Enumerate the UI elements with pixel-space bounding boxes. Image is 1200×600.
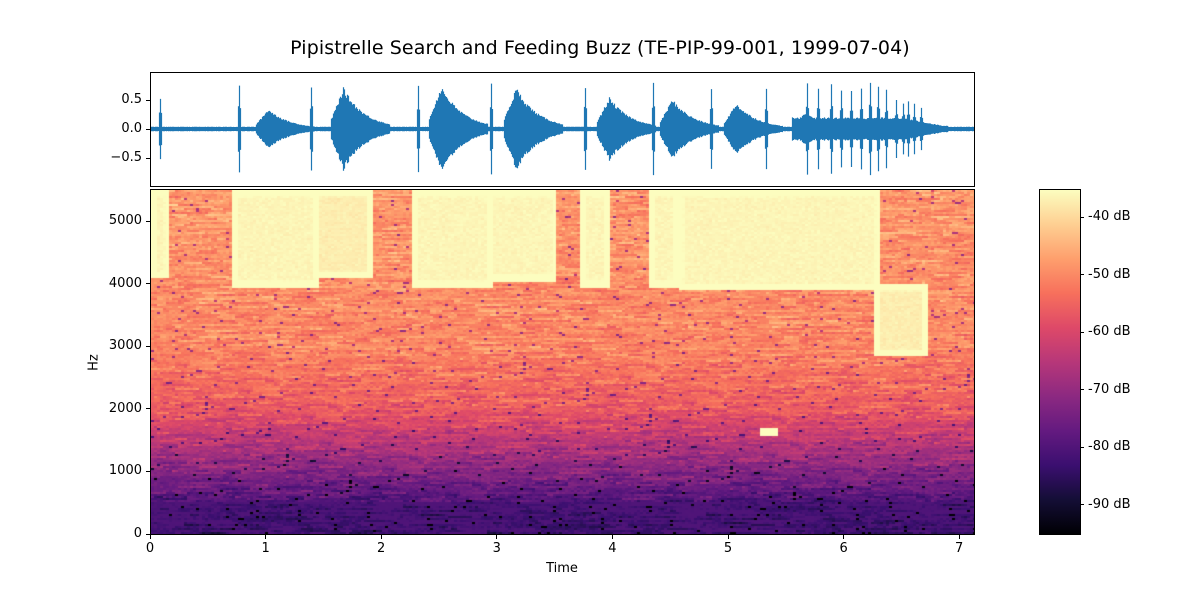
- x-tick-label: 5: [723, 541, 733, 556]
- waveform-line: [151, 82, 974, 176]
- y-tick-label: 1000: [108, 463, 142, 479]
- y-tick-label: 0: [133, 526, 142, 541]
- x-tick-label: 3: [492, 541, 501, 556]
- chart-title: Pipistrelle Search and Feeding Buzz (TE-…: [290, 37, 910, 59]
- x-tick-mark: [496, 535, 498, 539]
- y-tick-label: 5000: [108, 213, 142, 228]
- y-tick-mark: [146, 220, 150, 222]
- colorbar-tick-mark: [1080, 331, 1084, 333]
- y-tick-label: 4000: [108, 275, 142, 291]
- y-tick-label: −0.5: [110, 150, 142, 165]
- waveform-trace: [151, 82, 974, 176]
- y-tick-mark: [146, 533, 150, 535]
- y-tick-label: 3000: [108, 338, 142, 354]
- x-tick-label: 1: [261, 541, 270, 556]
- x-axis-label: Time: [546, 561, 578, 576]
- colorbar-tick-mark: [1080, 504, 1084, 505]
- colorbar-tick-mark: [1080, 216, 1084, 218]
- y-tick-mark: [146, 470, 150, 472]
- x-tick-mark: [149, 535, 151, 539]
- y-tick-mark: [146, 128, 150, 130]
- colorbar-tick-label: -40 dB: [1088, 209, 1131, 224]
- colorbar: [1039, 189, 1081, 535]
- x-tick-label: 0: [145, 541, 155, 556]
- colorbar-tick-label: -90 dB: [1088, 496, 1131, 512]
- y-tick-mark: [146, 157, 150, 159]
- x-tick-mark: [727, 535, 729, 539]
- y-tick-label: 0.0: [121, 121, 142, 136]
- waveform-plot-area: [150, 72, 975, 187]
- x-tick-mark: [265, 535, 267, 539]
- spectrogram-heatmap: [151, 190, 974, 534]
- y-tick-label: 0.5: [121, 92, 142, 107]
- x-tick-label: 7: [955, 541, 964, 556]
- y-tick-mark: [146, 345, 150, 347]
- x-tick-label: 6: [839, 541, 848, 556]
- x-tick-label: 4: [608, 541, 617, 556]
- colorbar-tick-label: -60 dB: [1088, 324, 1131, 339]
- x-tick-label: 2: [377, 541, 386, 556]
- colorbar-tick-label: -70 dB: [1088, 381, 1131, 397]
- y-tick-mark: [146, 99, 150, 101]
- colorbar-tick-label: -50 dB: [1088, 266, 1131, 282]
- colorbar-tick-mark: [1080, 389, 1084, 390]
- spectrogram-plot-area: [150, 189, 975, 535]
- colorbar-tick-label: -80 dB: [1088, 439, 1131, 454]
- colorbar-tick-mark: [1080, 446, 1084, 448]
- y-tick-mark: [146, 283, 150, 285]
- x-tick-mark: [380, 535, 382, 539]
- y-axis-label: Hz: [86, 354, 102, 371]
- x-tick-mark: [958, 535, 960, 539]
- colorbar-tick-mark: [1080, 274, 1084, 275]
- x-tick-mark: [611, 535, 613, 539]
- x-tick-mark: [843, 535, 845, 539]
- y-tick-label: 2000: [108, 400, 142, 416]
- y-tick-mark: [146, 408, 150, 410]
